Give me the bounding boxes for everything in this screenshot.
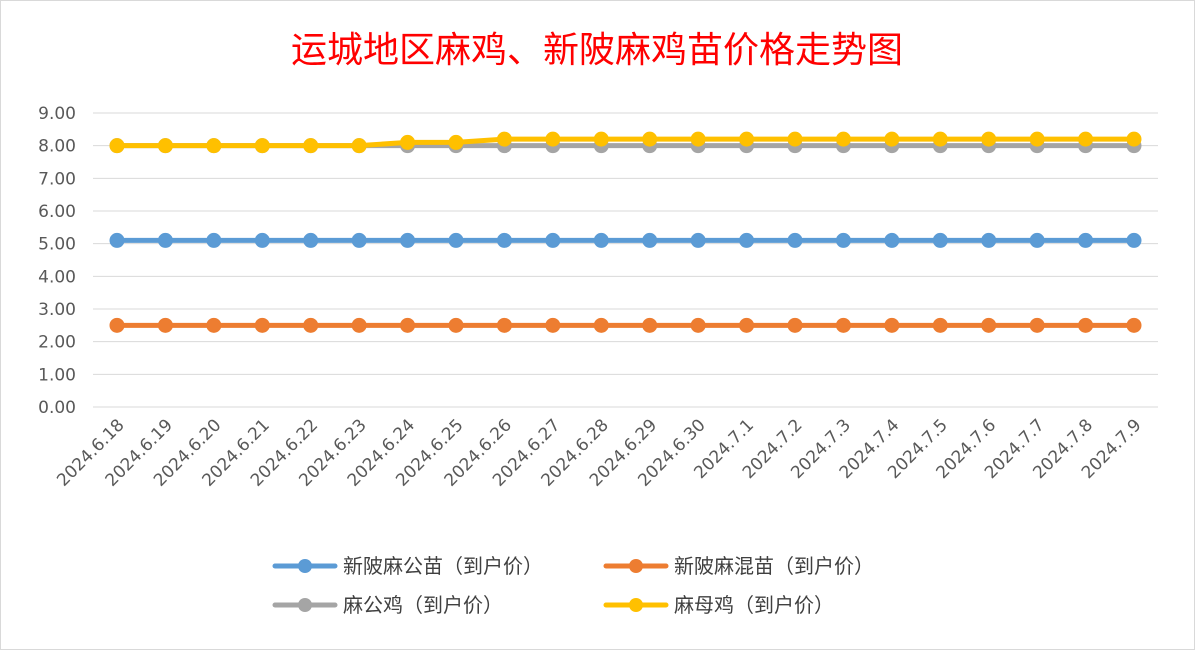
legend-swatch-marker xyxy=(298,598,312,612)
data-point xyxy=(884,131,900,147)
data-point xyxy=(787,131,803,147)
data-point xyxy=(1029,317,1045,333)
data-point xyxy=(157,232,173,248)
data-point xyxy=(400,232,416,248)
data-point xyxy=(1078,317,1094,333)
legend-swatch-marker xyxy=(629,559,643,573)
y-tick-label: 5.00 xyxy=(38,235,76,255)
series-group xyxy=(109,131,1142,333)
series-1 xyxy=(109,317,1142,333)
data-point xyxy=(593,232,609,248)
legend-swatch-marker xyxy=(629,598,643,612)
data-point xyxy=(157,317,173,333)
data-point xyxy=(351,138,367,154)
data-point xyxy=(303,232,319,248)
data-point xyxy=(448,317,464,333)
legend-label: 麻母鸡（到户价） xyxy=(674,593,834,617)
y-tick-label: 6.00 xyxy=(38,202,76,222)
legend-label: 麻公鸡（到户价） xyxy=(343,593,503,617)
y-tick-label: 0.00 xyxy=(38,398,76,418)
data-point xyxy=(303,138,319,154)
legend-swatch-marker xyxy=(298,559,312,573)
data-point xyxy=(448,134,464,150)
data-point xyxy=(545,317,561,333)
y-tick-label: 9.00 xyxy=(38,104,76,124)
y-tick-label: 1.00 xyxy=(38,365,76,385)
data-point xyxy=(593,317,609,333)
data-point xyxy=(351,232,367,248)
chart-title: 运城地区麻鸡、新陂麻鸡苗价格走势图 xyxy=(291,30,903,71)
legend-label: 新陂麻混苗（到户价） xyxy=(674,554,874,578)
data-point xyxy=(109,232,125,248)
data-point xyxy=(884,317,900,333)
data-point xyxy=(884,232,900,248)
y-tick-label: 4.00 xyxy=(38,267,76,287)
series-line xyxy=(114,136,1137,149)
y-tick-label: 2.00 xyxy=(38,333,76,353)
data-point xyxy=(206,138,222,154)
data-point xyxy=(1078,131,1094,147)
data-point xyxy=(787,232,803,248)
data-point xyxy=(835,317,851,333)
legend-item[interactable]: 新陂麻混苗（到户价） xyxy=(603,554,874,578)
data-point xyxy=(496,317,512,333)
data-point xyxy=(1126,317,1142,333)
data-point xyxy=(400,317,416,333)
data-point xyxy=(932,317,948,333)
data-point xyxy=(1078,232,1094,248)
data-point xyxy=(351,317,367,333)
data-point xyxy=(739,317,755,333)
data-point xyxy=(303,317,319,333)
data-point xyxy=(545,232,561,248)
data-point xyxy=(1126,232,1142,248)
data-point xyxy=(835,232,851,248)
y-tick-label: 8.00 xyxy=(38,137,76,157)
series-0 xyxy=(109,232,1142,248)
data-point xyxy=(206,317,222,333)
data-point xyxy=(739,131,755,147)
data-point xyxy=(593,131,609,147)
data-point xyxy=(932,131,948,147)
y-tick-label: 3.00 xyxy=(38,300,76,320)
data-point xyxy=(981,131,997,147)
data-point xyxy=(254,317,270,333)
y-axis: 0.00 1.00 2.00 3.00 4.00 5.00 6.00 7.00 8.00 9.00 xyxy=(38,104,76,418)
data-point xyxy=(496,232,512,248)
data-point xyxy=(254,138,270,154)
data-point xyxy=(981,317,997,333)
data-point xyxy=(1126,131,1142,147)
series-3 xyxy=(109,131,1142,154)
data-point xyxy=(835,131,851,147)
data-point xyxy=(981,232,997,248)
data-point xyxy=(690,131,706,147)
data-point xyxy=(642,317,658,333)
y-tick-label: 7.00 xyxy=(38,169,76,189)
data-point xyxy=(642,131,658,147)
data-point xyxy=(400,134,416,150)
data-point xyxy=(690,232,706,248)
data-point xyxy=(496,131,512,147)
legend-label: 新陂麻公苗（到户价） xyxy=(343,554,543,578)
data-point xyxy=(448,232,464,248)
data-point xyxy=(545,131,561,147)
data-point xyxy=(206,232,222,248)
data-point xyxy=(1029,232,1045,248)
data-point xyxy=(739,232,755,248)
data-point xyxy=(157,138,173,154)
legend-item[interactable]: 麻母鸡（到户价） xyxy=(603,593,834,617)
legend: 新陂麻公苗（到户价） 新陂麻混苗（到户价） 麻公鸡（到户价） 麻母鸡（到户价） xyxy=(272,554,874,617)
data-point xyxy=(642,232,658,248)
data-point xyxy=(690,317,706,333)
data-point xyxy=(109,138,125,154)
data-point xyxy=(932,232,948,248)
data-point xyxy=(254,232,270,248)
legend-item[interactable]: 新陂麻公苗（到户价） xyxy=(272,554,543,578)
legend-item[interactable]: 麻公鸡（到户价） xyxy=(272,593,503,617)
data-point xyxy=(1029,131,1045,147)
data-point xyxy=(787,317,803,333)
data-point xyxy=(109,317,125,333)
